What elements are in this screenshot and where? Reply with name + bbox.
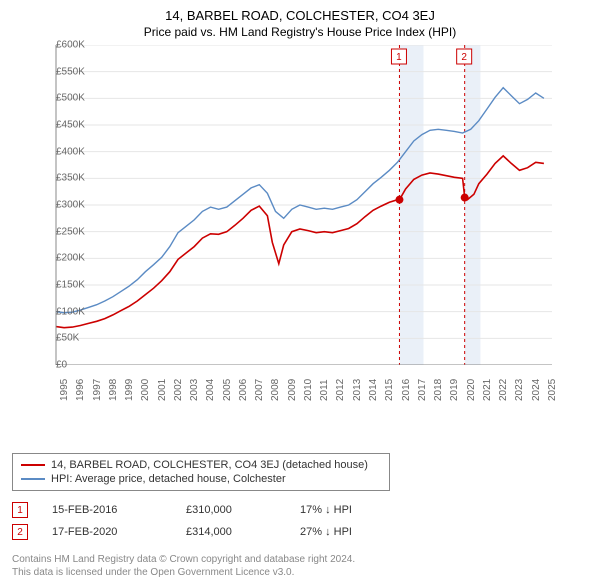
event-price: £314,000 (186, 526, 276, 538)
footer: Contains HM Land Registry data © Crown c… (12, 553, 588, 579)
x-tick-label: 2011 (319, 379, 330, 401)
event-marker: 2 (12, 524, 28, 540)
event-date: 15-FEB-2016 (52, 504, 162, 516)
x-tick-label: 2014 (368, 379, 379, 401)
x-tick-label: 1997 (92, 379, 103, 401)
x-tick-label: 2023 (514, 379, 525, 401)
x-tick-label: 1999 (124, 379, 135, 401)
x-tick-label: 2004 (205, 379, 216, 401)
event-price: £310,000 (186, 504, 276, 516)
x-tick-label: 2019 (449, 379, 460, 401)
legend-label: 14, BARBEL ROAD, COLCHESTER, CO4 3EJ (de… (51, 459, 368, 471)
legend-swatch (21, 478, 45, 480)
x-tick-label: 2009 (287, 379, 298, 401)
x-tick-label: 2007 (254, 379, 265, 401)
footer-line: This data is licensed under the Open Gov… (12, 566, 588, 579)
x-tick-label: 2016 (401, 379, 412, 401)
event-delta: 27% ↓ HPI (300, 526, 352, 538)
x-tick-label: 2008 (270, 379, 281, 401)
legend-swatch (21, 464, 45, 466)
events-table: 1 15-FEB-2016 £310,000 17% ↓ HPI 2 17-FE… (12, 499, 588, 543)
x-tick-label: 2017 (417, 379, 428, 401)
x-tick-label: 2024 (531, 379, 542, 401)
legend: 14, BARBEL ROAD, COLCHESTER, CO4 3EJ (de… (12, 453, 390, 491)
x-tick-label: 2018 (433, 379, 444, 401)
page-subtitle: Price paid vs. HM Land Registry's House … (12, 25, 588, 39)
x-tick-label: 2025 (547, 379, 558, 401)
event-marker: 1 (12, 502, 28, 518)
x-tick-label: 2010 (303, 379, 314, 401)
x-tick-label: 2006 (238, 379, 249, 401)
event-row: 2 17-FEB-2020 £314,000 27% ↓ HPI (12, 521, 588, 543)
page-title: 14, BARBEL ROAD, COLCHESTER, CO4 3EJ (12, 8, 588, 23)
legend-row: HPI: Average price, detached house, Colc… (21, 472, 381, 486)
legend-row: 14, BARBEL ROAD, COLCHESTER, CO4 3EJ (de… (21, 458, 381, 472)
x-tick-label: 2003 (189, 379, 200, 401)
x-tick-label: 2002 (173, 379, 184, 401)
x-tick-label: 2000 (140, 379, 151, 401)
x-tick-label: 2013 (352, 379, 363, 401)
x-tick-label: 1995 (59, 379, 70, 401)
x-tick-label: 1996 (75, 379, 86, 401)
x-tick-label: 2015 (384, 379, 395, 401)
event-delta: 17% ↓ HPI (300, 504, 352, 516)
event-row: 1 15-FEB-2016 £310,000 17% ↓ HPI (12, 499, 588, 521)
legend-label: HPI: Average price, detached house, Colc… (51, 473, 286, 485)
x-tick-label: 2005 (222, 379, 233, 401)
x-tick-label: 2012 (335, 379, 346, 401)
x-tick-label: 2020 (466, 379, 477, 401)
x-tick-label: 1998 (108, 379, 119, 401)
event-date: 17-FEB-2020 (52, 526, 162, 538)
x-tick-label: 2022 (498, 379, 509, 401)
x-tick-label: 2001 (157, 379, 168, 401)
price-chart: 12£0£50K£100K£150K£200K£250K£300K£350K£4… (12, 45, 552, 409)
x-tick-label: 2021 (482, 379, 493, 401)
